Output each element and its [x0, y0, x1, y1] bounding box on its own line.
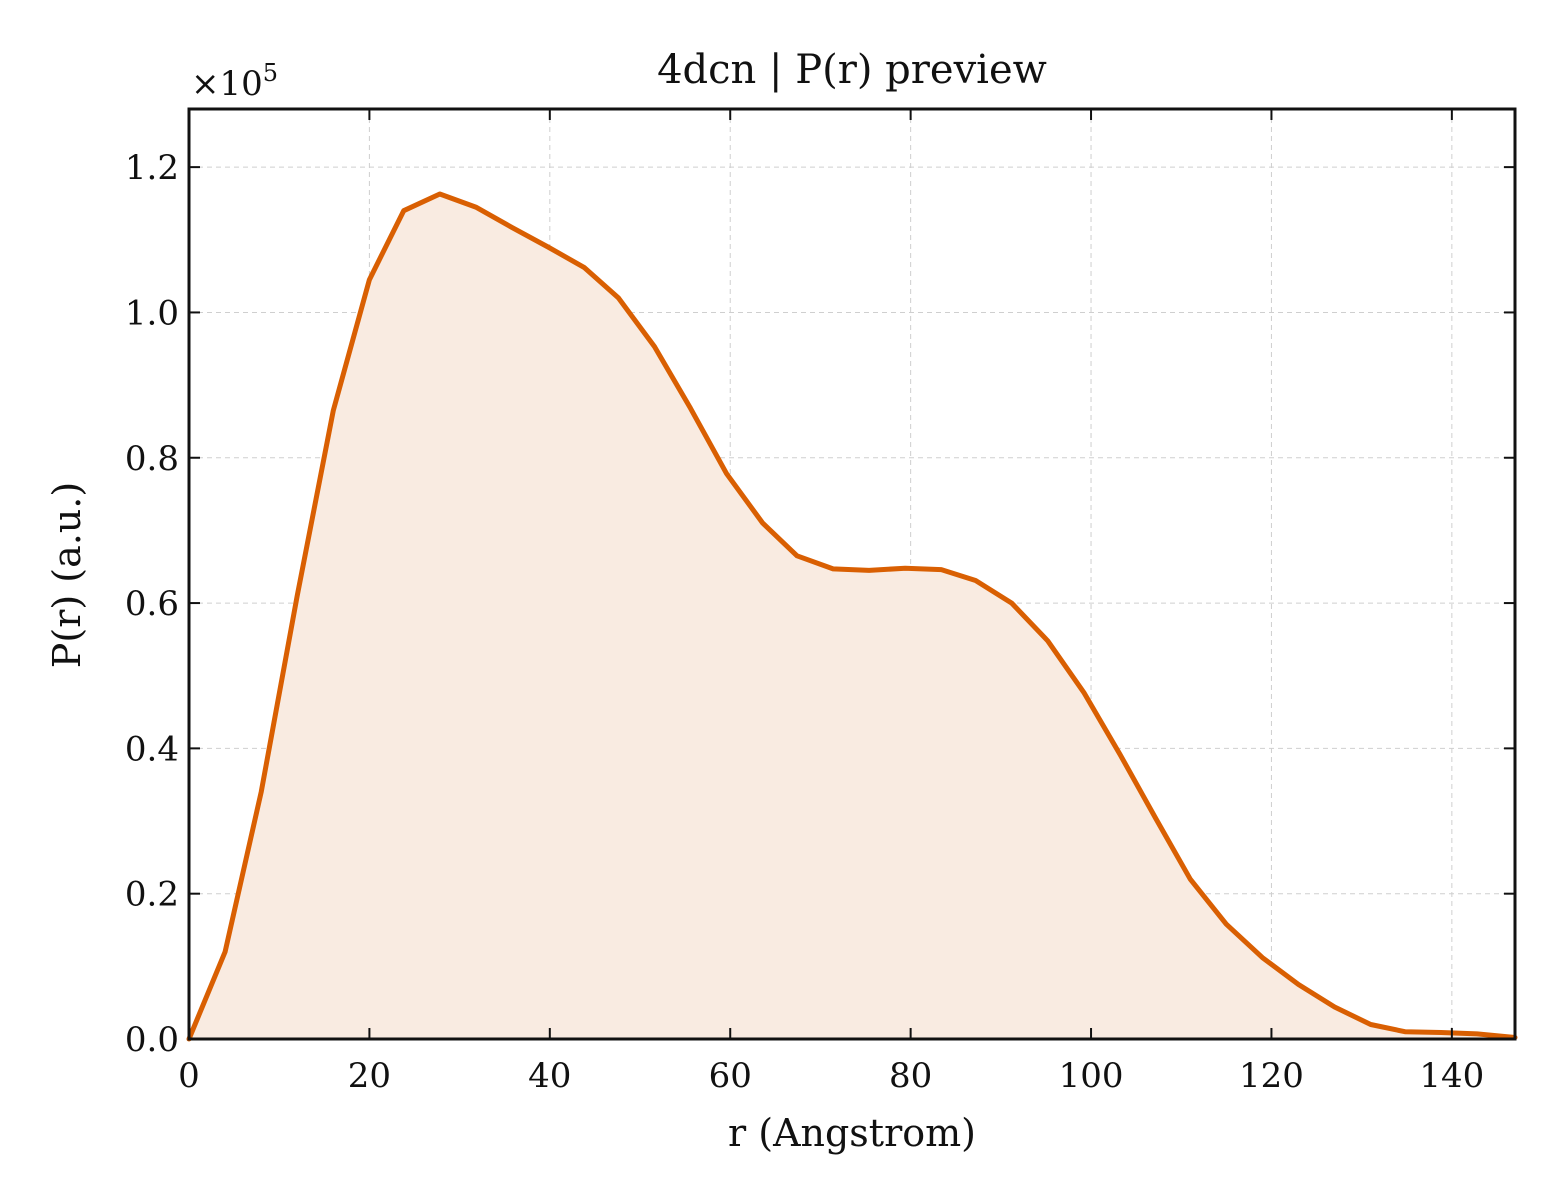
y-tick-label: 1.2 [125, 148, 179, 188]
y-tick-label: 0.0 [125, 1020, 179, 1060]
y-tick-label: 0.4 [125, 729, 179, 769]
y-tick-label: 0.6 [125, 584, 179, 624]
y-tick-label: 1.0 [125, 293, 179, 333]
x-tick-label: 0 [178, 1056, 200, 1096]
multiplier-exponent: 5 [263, 59, 278, 87]
x-tick-label: 20 [348, 1056, 391, 1096]
chart-title: 4dcn | P(r) preview [657, 47, 1047, 93]
y-axis-multiplier: ×105 [191, 59, 278, 104]
series-line [186, 191, 1518, 1042]
x-tick-label: 60 [709, 1056, 752, 1096]
multiplier-base: ×10 [191, 64, 263, 104]
data-area [189, 194, 1515, 1039]
series-area-fill [189, 194, 1515, 1039]
x-axis-label: r (Angstrom) [728, 1111, 976, 1155]
x-tick-labels: 0 20 40 60 80 100 120 140 [178, 1056, 1484, 1096]
x-tick-label: 40 [528, 1056, 571, 1096]
y-tick-label: 0.2 [125, 875, 179, 915]
tick-marks [188, 109, 1515, 1040]
data-line-group [186, 191, 1518, 1042]
x-tick-label: 80 [889, 1056, 932, 1096]
x-tick-label: 100 [1059, 1056, 1124, 1096]
x-tick-label: 140 [1419, 1056, 1484, 1096]
x-tick-label: 120 [1239, 1056, 1304, 1096]
y-tick-labels: 0.0 0.2 0.4 0.6 0.8 1.0 1.2 [125, 148, 179, 1060]
y-axis-label: P(r) (a.u.) [45, 482, 89, 668]
y-tick-label: 0.8 [125, 439, 179, 479]
plot-frame [187, 107, 1517, 1041]
